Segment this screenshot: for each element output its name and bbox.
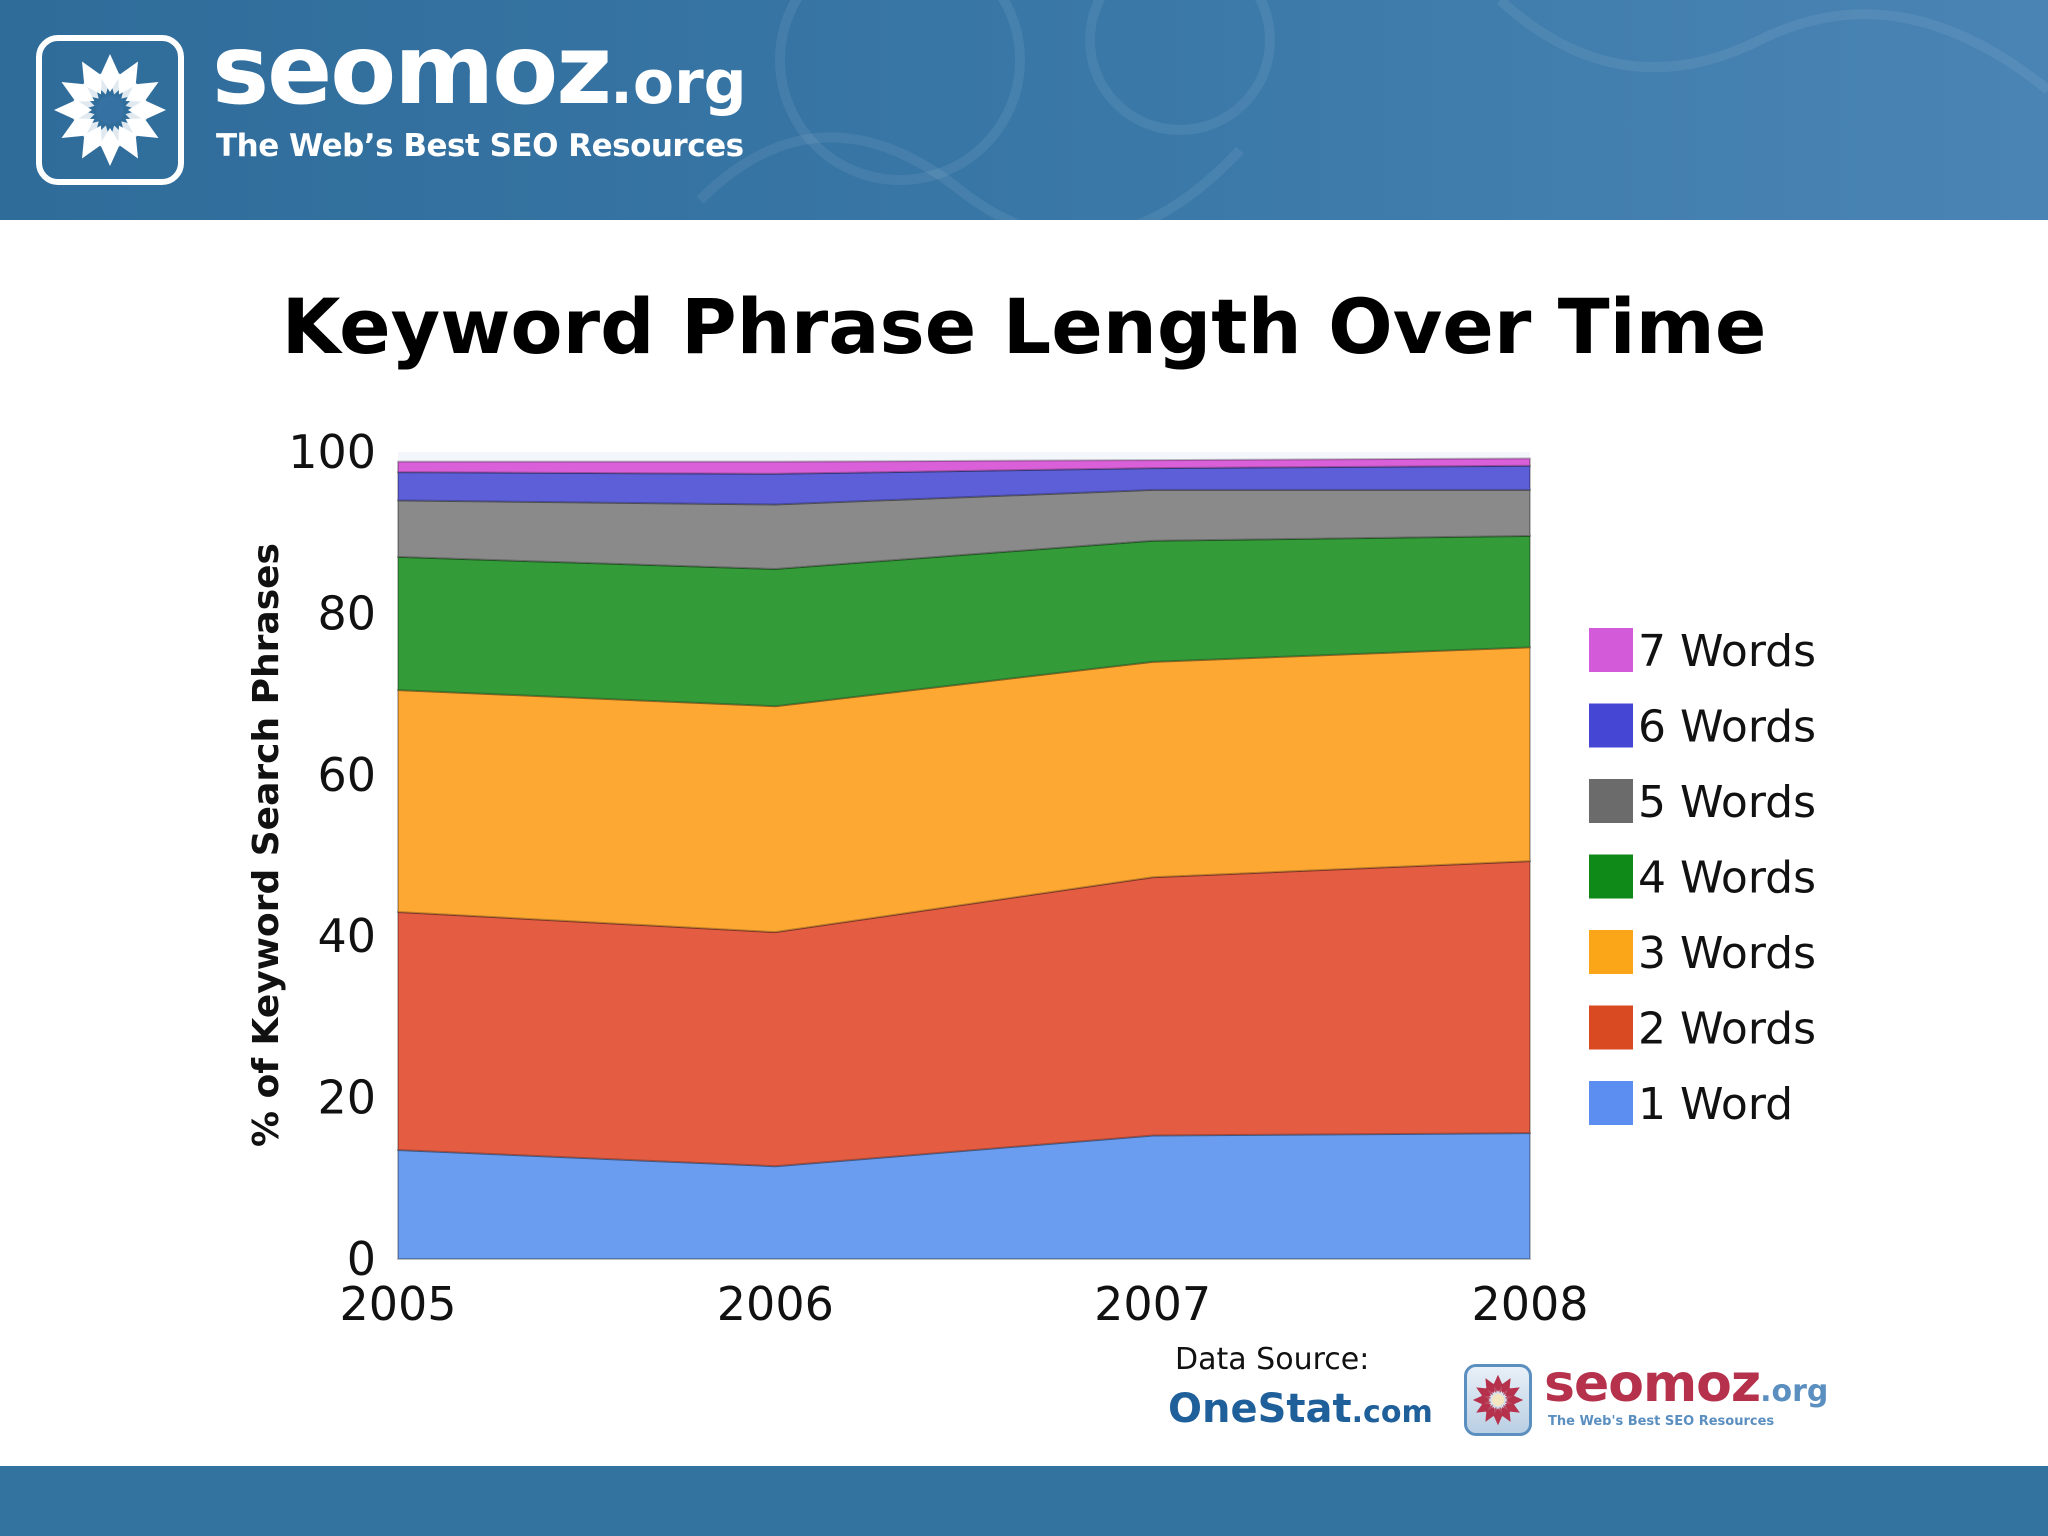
- area-series-2-words: [397, 860, 1531, 1168]
- legend-swatch: [1589, 628, 1633, 672]
- legend: 7 Words 6 Words 5 Words 4 Words 3 Words 2 Wor…: [1589, 626, 1816, 1130]
- y-tick-label: 20: [317, 1071, 376, 1125]
- legend-label: 3 Words: [1638, 928, 1816, 979]
- brand-tld: .org: [610, 48, 747, 118]
- legend-swatch: [1589, 930, 1633, 974]
- y-axis-title: % of Keyword Search Phrases: [246, 543, 287, 1147]
- legend-item-6-words[interactable]: 6 Words: [1589, 702, 1816, 753]
- footer-brand-text: seomoz: [1544, 1354, 1761, 1414]
- brand-text: seomoz: [212, 14, 612, 126]
- x-tick-label: 2005: [339, 1277, 456, 1331]
- legend-swatch: [1589, 1081, 1633, 1125]
- area-series-3-words: [397, 646, 1531, 934]
- source-name-text: OneStat: [1168, 1386, 1352, 1432]
- brand-tagline: The Web’s Best SEO Resources: [216, 128, 744, 164]
- legend-item-5-words[interactable]: 5 Words: [1589, 777, 1816, 828]
- sun-flower-icon: [54, 54, 166, 166]
- y-tick-label: 40: [317, 909, 376, 963]
- legend-label: 7 Words: [1638, 626, 1816, 677]
- y-tick-label: 60: [317, 748, 376, 802]
- area-series-6-words: [397, 464, 1531, 506]
- footer-brand: seomoz.org: [1544, 1358, 1828, 1410]
- y-tick-label: 100: [288, 425, 376, 479]
- footer-logo[interactable]: seomoz.org The Web's Best SEO Resources: [1464, 1358, 1828, 1440]
- legend-swatch: [1589, 703, 1633, 748]
- top-banner: seomoz.org The Web’s Best SEO Resources: [0, 0, 2048, 220]
- x-tick-label: 2008: [1471, 1277, 1588, 1331]
- x-tick-label: 2006: [717, 1277, 834, 1331]
- legend-label: 2 Words: [1638, 1004, 1816, 1055]
- y-axis-ticks: 0 20 40 60 80 100: [288, 425, 376, 1286]
- area-series-4-words: [397, 534, 1531, 708]
- legend-label: 5 Words: [1638, 777, 1816, 828]
- footer-tagline: The Web's Best SEO Resources: [1548, 1414, 1775, 1429]
- area-layers: [397, 452, 1531, 1260]
- area-series-5-words: [397, 488, 1531, 571]
- x-axis-ticks: 2005 2006 2007 2008: [339, 1277, 1588, 1331]
- area-series-7-words: [397, 457, 1531, 475]
- brand-name: seomoz.org: [212, 22, 747, 118]
- brand-logo[interactable]: [36, 35, 184, 185]
- legend-label: 1 Word: [1638, 1079, 1793, 1130]
- chart-title: Keyword Phrase Length Over Time: [281, 282, 1767, 371]
- banner-texture: [696, 0, 2048, 220]
- bottom-band: [0, 1466, 2048, 1536]
- legend-item-1-word[interactable]: 1 Word: [1589, 1079, 1793, 1130]
- y-tick-label: 80: [317, 586, 376, 640]
- footer-brand-tld: .org: [1760, 1374, 1829, 1409]
- sun-flower-icon: [1472, 1374, 1524, 1426]
- legend-item-3-words[interactable]: 3 Words: [1589, 928, 1816, 979]
- legend-item-2-words[interactable]: 2 Words: [1589, 1004, 1816, 1055]
- legend-item-4-words[interactable]: 4 Words: [1589, 853, 1816, 904]
- data-source-label: Data Source:: [1175, 1342, 1370, 1377]
- area-chart: 0 20 40 60 80 100 2005 2006 2007 2008 % of Keywo…: [246, 425, 1816, 1331]
- x-tick-label: 2007: [1094, 1277, 1211, 1331]
- legend-label: 4 Words: [1638, 853, 1816, 904]
- legend-label: 6 Words: [1638, 702, 1816, 753]
- y-tick-label: 0: [347, 1232, 376, 1286]
- legend-item-7-words[interactable]: 7 Words: [1589, 626, 1816, 677]
- legend-swatch: [1589, 854, 1633, 899]
- source-name-suffix: .com: [1351, 1395, 1433, 1430]
- legend-swatch: [1589, 779, 1633, 823]
- footer-logo-icon-box: [1464, 1364, 1532, 1436]
- legend-swatch: [1589, 1005, 1633, 1050]
- data-source-name[interactable]: OneStat.com: [1168, 1386, 1433, 1432]
